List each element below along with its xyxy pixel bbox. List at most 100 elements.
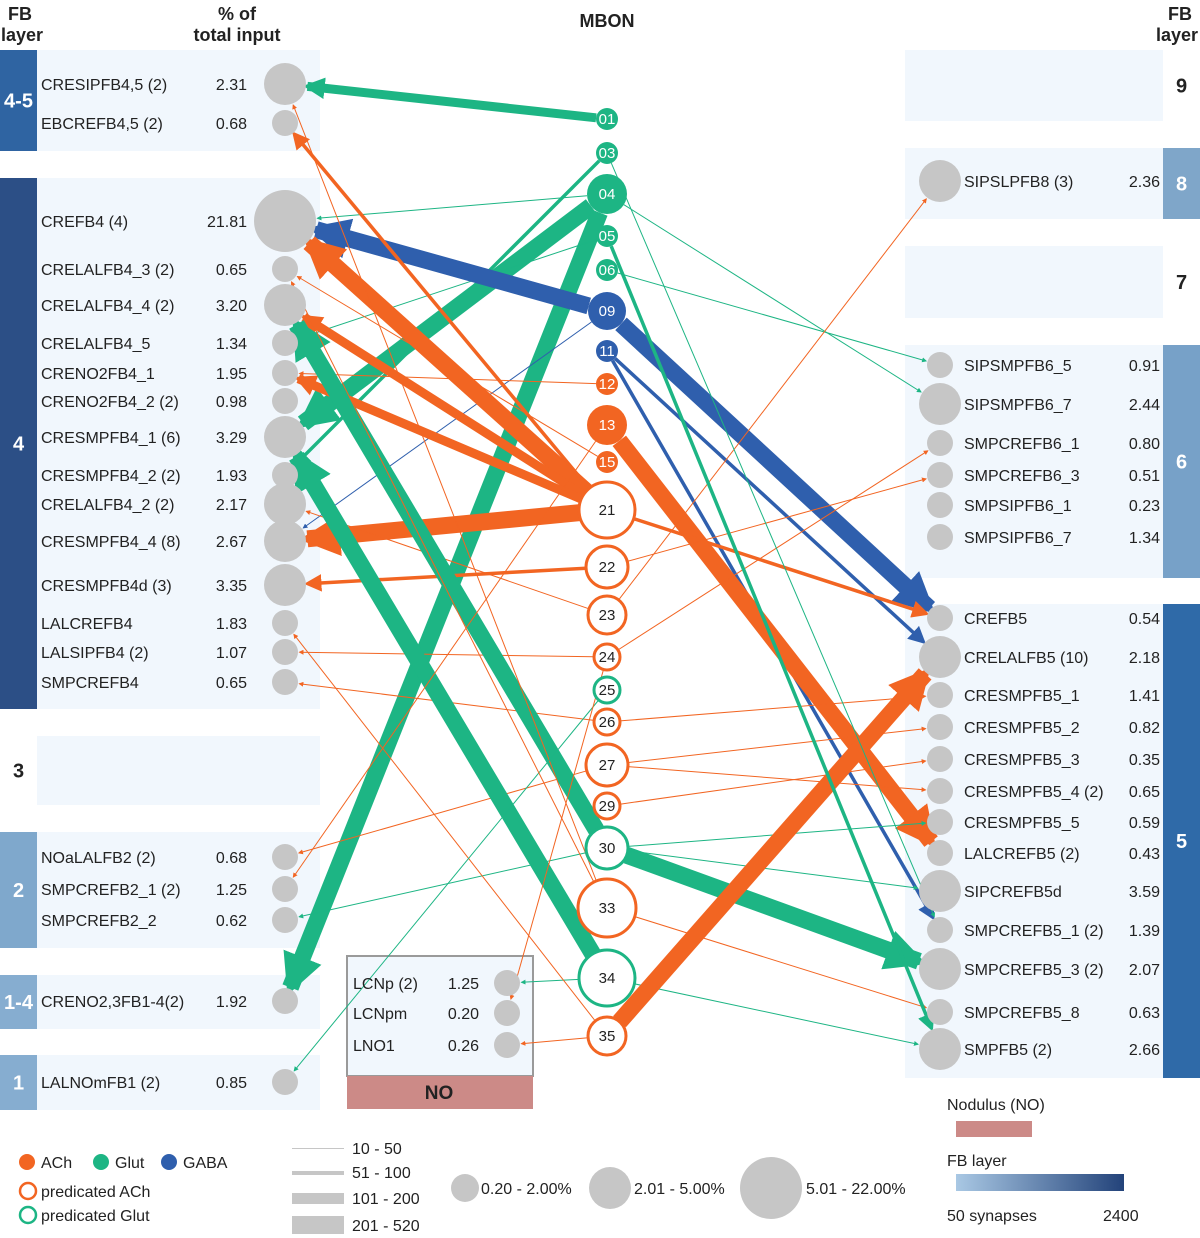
input-node-percent: 1.39: [1129, 923, 1160, 940]
input-node-circle: [927, 462, 953, 488]
input-node-circle: [272, 256, 298, 282]
input-node-name: CRELALFB4_2 (2): [41, 497, 174, 514]
input-node-name: CREFB4 (4): [41, 214, 128, 231]
input-node-percent: 0.20: [448, 1006, 479, 1023]
input-node-name: CRELALFB4_5: [41, 336, 150, 353]
input-node-percent: 1.92: [216, 994, 247, 1011]
input-node-percent: 1.25: [448, 976, 479, 993]
input-node-circle: [272, 844, 298, 870]
left-layer-label: 2: [13, 880, 24, 902]
mbon-label: 04: [599, 186, 616, 203]
input-node-percent: 0.54: [1129, 611, 1160, 628]
connection-arrow: [293, 633, 596, 1022]
mbon-node: [577, 480, 637, 540]
mbon-label: 09: [599, 303, 616, 320]
layer-bars: 4-5 4 3 2 1-4 1 9 8 7 6 5: [0, 50, 1200, 1110]
input-node-circle: [919, 160, 961, 202]
connection-arrow: [613, 667, 932, 1028]
input-node-name: CRELALFB4_4 (2): [41, 298, 174, 315]
input-node-percent: 0.91: [1129, 358, 1160, 375]
input-node-percent: 2.66: [1129, 1042, 1160, 1059]
input-node-circle: [494, 1032, 520, 1058]
input-node-circle: [927, 999, 953, 1025]
legend-size-medium: [589, 1167, 631, 1209]
mbon-node: [586, 1015, 628, 1057]
connection-arrow: [634, 983, 919, 1046]
input-node-circle: [919, 636, 961, 678]
connection-arrow: [619, 694, 927, 722]
input-node-percent: 0.51: [1129, 468, 1160, 485]
legend-size-large: [740, 1157, 802, 1219]
left-input-nodes: CRESIPFB4,5 (2) 2.31 EBCREFB4,5 (2) 0.68 CRE…: [41, 63, 316, 1095]
input-node-name: CRESMPFB5_4 (2): [964, 784, 1104, 801]
input-node-percent: 1.41: [1129, 688, 1160, 705]
input-node-name: LALSIPFB4 (2): [41, 645, 149, 662]
mbon-node: [584, 825, 630, 871]
mbon-nodes: 01 03 04 05 06 09 11 12 13 15 21 22 23 24 25 26 27 29 30 33…: [576, 108, 638, 1057]
legend-width-1: [292, 1148, 344, 1149]
input-node-circle: [494, 970, 520, 996]
connection-arrow: [289, 449, 601, 959]
mbon-label: 25: [599, 682, 616, 699]
mbon-label: 01: [599, 111, 616, 128]
connection-arrow: [520, 1037, 589, 1046]
panel-right-7: [905, 246, 1163, 318]
mbon-node: [596, 373, 618, 395]
mbon-node: [592, 707, 622, 737]
input-node-name: LCNpm: [353, 1006, 407, 1023]
input-node-circle: [927, 682, 953, 708]
left-layer-bar-4: [0, 178, 37, 709]
input-node-name: SMPCREFB6_1: [964, 436, 1080, 453]
input-node-circle: [272, 462, 298, 488]
input-node-name: CRENO2,3FB1-4(2): [41, 994, 184, 1011]
left-layer-bar-4-5: [0, 50, 37, 151]
mbon-node: [587, 405, 627, 445]
connection-arrow: [627, 850, 919, 891]
mbon-label: 06: [599, 262, 616, 279]
mbon-label: 33: [599, 900, 616, 917]
input-node-circle: [927, 430, 953, 456]
input-node-name: SIPSMPFB6_7: [964, 397, 1072, 414]
legend-pred-ach-label: predicated ACh: [41, 1184, 150, 1201]
mbon-label: 13: [599, 417, 616, 434]
mbon-label: 30: [599, 840, 616, 857]
input-node-name: CRELALFB4_3 (2): [41, 262, 174, 279]
legend-grad-min: 50 synapses: [947, 1208, 1037, 1225]
input-node-name: NOaLALFB2 (2): [41, 850, 156, 867]
legend-nodulus-label: Nodulus (NO): [947, 1097, 1045, 1114]
right-input-nodes: SIPSLPFB8 (3) 2.36 SIPSMPFB6_5 0.91 SIPSMPFB…: [919, 160, 1160, 1070]
input-node-name: CRESMPFB5_5: [964, 815, 1080, 832]
input-node-name: CRESMPFB4_4 (8): [41, 534, 181, 551]
input-node-percent: 3.29: [216, 430, 247, 447]
legend-gaba-swatch: [161, 1154, 177, 1170]
input-node-name: CRESMPFB5_1: [964, 688, 1080, 705]
right-layer-label: 6: [1176, 452, 1187, 474]
panel-right-5: [905, 604, 1163, 1078]
input-node-percent: 0.63: [1129, 1005, 1160, 1022]
input-node-percent: 0.68: [216, 850, 247, 867]
mbon-node: [592, 642, 622, 672]
connection-arrow: [305, 510, 590, 610]
mbon-label: 12: [599, 376, 616, 393]
legend-size-medium-label: 2.01 - 5.00%: [634, 1181, 725, 1198]
input-node-circle: [264, 483, 306, 525]
connection-arrow: [609, 245, 935, 1032]
input-node-percent: 0.98: [216, 394, 247, 411]
legend-pred-glut-label: predicated Glut: [41, 1208, 150, 1225]
mbon-node: [576, 877, 638, 939]
right-layer-label: 8: [1176, 174, 1187, 196]
connection-arrow: [623, 204, 922, 393]
connection-arrow: [308, 218, 591, 315]
input-node-name: SMPSIPFB6_1: [964, 498, 1072, 515]
input-node-percent: 0.82: [1129, 720, 1160, 737]
input-node-percent: 0.59: [1129, 815, 1160, 832]
input-node-circle: [927, 492, 953, 518]
mbon-label: 21: [599, 502, 616, 519]
left-layer-header-line2: layer: [1, 25, 43, 45]
input-node-percent: 0.35: [1129, 752, 1160, 769]
input-node-circle: [927, 840, 953, 866]
connection-arrow: [297, 770, 587, 855]
input-node-circle: [919, 383, 961, 425]
input-node-circle: [927, 809, 953, 835]
input-node-circle: [272, 988, 298, 1014]
